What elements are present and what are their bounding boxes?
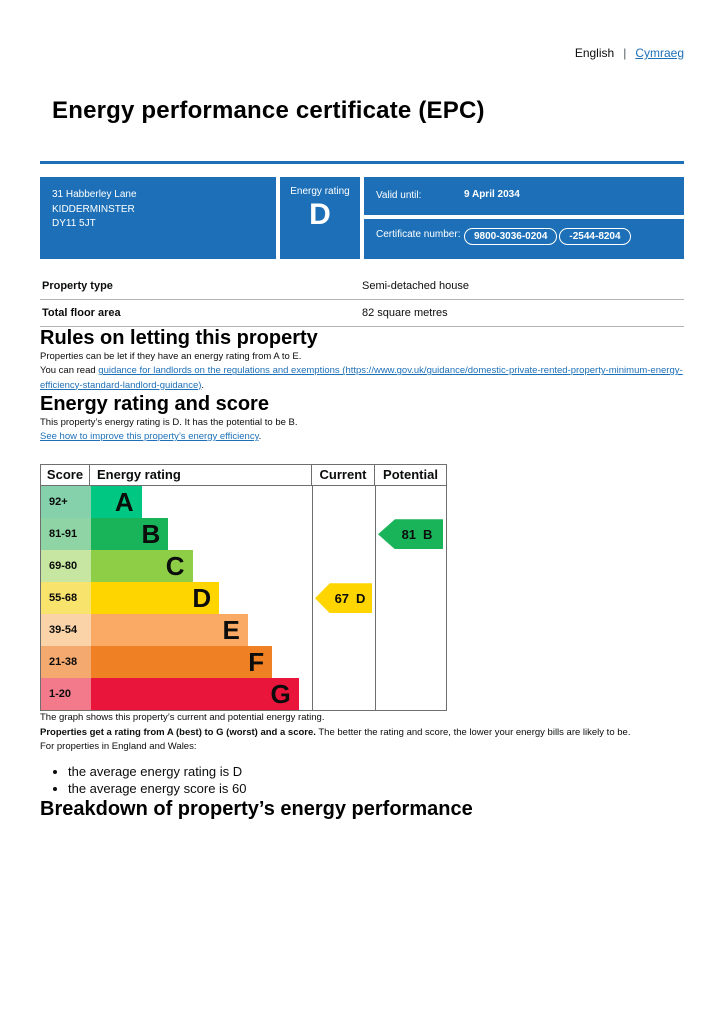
rules-paragraph-2: You can read guidance for landlords on t… [40,364,684,393]
blue-divider [40,161,684,164]
epc-bar-area: B [90,518,312,551]
list-item-average-score: the average energy score is 60 [68,781,684,796]
graph-header-energy-rating: Energy rating [90,465,312,486]
graph-bands-column: 92+ A 81-91 B 69-80 C 55-68 D 39-54 E 21-38 F 1-20 G [41,486,313,711]
graph-header-score: Score [41,465,90,486]
certificate-number-part-1: 9800-3036-0204 [464,228,558,245]
epc-band-row-f: 21-38 F [41,646,312,679]
epc-band-bar-g: G [90,678,299,711]
energy-rating-label: Energy rating [290,186,350,197]
epc-bar-area: D [90,582,312,615]
certificate-number: 9800-3036-0204 -2544-8204 [464,228,633,259]
epc-score-range-c: 69-80 [41,550,91,583]
epc-band-row-e: 39-54 E [41,614,312,647]
address-line-2: KIDDERMINSTER [52,203,135,215]
property-summary-table: Property type Semi-detached house Total … [40,273,684,327]
current-rating-arrow-letter: D [356,590,366,606]
banner-right-column: Valid until: 9 April 2034 Certificate nu… [364,177,684,259]
graph-note-2-bold: Properties get a rating from A (best) to… [40,726,316,738]
epc-bar-area: E [90,614,312,647]
floor-area-label: Total floor area [42,307,121,319]
page-title: Energy performance certificate (EPC) [52,97,485,124]
energy-rating-heading: Energy rating and score [40,392,269,415]
epc-score-range-a: 92+ [41,486,91,519]
certificate-number-part-2: -2544-8204 [559,228,631,245]
epc-band-bar-a: A [90,486,142,519]
graph-header-row: Score Energy rating Current Potential [41,465,446,487]
epc-score-range-d: 55-68 [41,582,91,615]
epc-score-range-e: 39-54 [41,614,91,647]
table-row-floor-area: Total floor area 82 square metres [40,300,684,327]
epc-band-bar-b: B [90,518,169,551]
epc-score-range-f: 21-38 [41,646,91,679]
epc-band-row-b: 81-91 B [41,518,312,551]
list-item-average-rating: the average energy rating is D [68,764,684,779]
average-rating-list: the average energy rating is D the avera… [40,764,684,796]
breakdown-heading: Breakdown of property’s energy performan… [40,798,473,820]
rules-p2-prefix: You can read [40,365,99,377]
rules-heading: Rules on letting this property [40,327,318,349]
epc-score-range-b: 81-91 [41,518,91,551]
rating-summary-text: This property’s energy rating is D. It h… [40,416,298,428]
improve-efficiency-link[interactable]: See how to improve this property’s energ… [40,431,259,442]
address-line-1: 31 Habberley Lane [52,189,137,200]
epc-score-range-g: 1-20 [41,678,91,711]
graph-header-current: Current [312,465,375,486]
valid-until-label: Valid until: [376,190,422,201]
graph-note-3: For properties in England and Wales: [40,740,197,752]
language-separator: | [623,46,627,60]
graph-body: 92+ A 81-91 B 69-80 C 55-68 D 39-54 E 21-38 F 1-20 G … [41,486,446,711]
graph-header-potential: Potential [383,467,438,483]
language-link-cymraeg[interactable]: Cymraeg [635,46,684,60]
current-rating-arrow: 67 D [315,583,372,614]
epc-band-row-a: 92+ A [41,486,312,519]
energy-rating-graph: Score Energy rating Current Potential 92… [40,464,447,712]
certificate-number-box: Certificate number: 9800-3036-0204 -2544-… [364,219,684,259]
epc-bar-area: G [90,678,312,711]
epc-band-row-c: 69-80 C [41,550,312,583]
epc-band-bar-c: C [90,550,193,583]
epc-band-row-g: 1-20 G [41,678,312,711]
certificate-banner: 31 Habberley Lane KIDDERMINSTER DY11 5JT… [40,177,684,259]
epc-band-bar-f: F [90,646,273,679]
current-rating-arrow-score: 67 [334,590,350,606]
epc-bar-area: F [90,646,312,679]
graph-note-1: The graph shows this property’s current … [40,712,325,724]
property-address: 31 Habberley Lane KIDDERMINSTER DY11 5JT [40,177,276,259]
potential-rating-arrow: 81 B [378,519,443,550]
language-current: English [574,46,615,60]
property-type-label: Property type [42,280,113,292]
epc-band-row-d: 55-68 D [41,582,312,615]
graph-note-2-rest: The better the rating and score, the low… [315,726,631,738]
graph-note-2: Properties get a rating from A (best) to… [40,726,684,740]
energy-rating-value: D [309,198,331,231]
floor-area-value: 82 square metres [362,307,448,319]
graph-current-column: 67 D [313,486,376,711]
improve-link-paragraph: See how to improve this property’s energ… [40,430,684,444]
epc-band-bar-d: D [90,582,220,615]
valid-until-value: 9 April 2034 [464,189,520,200]
improve-link-suffix: . [258,431,262,442]
epc-bar-area: A [90,486,312,519]
certificate-number-label: Certificate number: [376,229,461,240]
rules-p2-suffix: . [201,379,205,391]
landlord-guidance-link[interactable]: guidance for landlords on the regulation… [40,365,683,391]
potential-rating-arrow-score: 81 [401,526,417,542]
energy-rating-box: Energy rating D [280,177,360,259]
valid-until-box: Valid until: 9 April 2034 [364,177,684,215]
rules-paragraph-1: Properties can be let if they have an en… [40,351,302,362]
potential-rating-arrow-letter: B [423,526,433,542]
property-type-value: Semi-detached house [362,280,470,292]
address-line-3: DY11 5JT [52,218,96,229]
epc-band-bar-e: E [90,614,248,647]
graph-potential-column: 81 B [376,486,446,710]
page-container: English | Cymraeg Energy performance certi… [0,0,724,821]
language-switcher: English | Cymraeg [40,0,684,60]
epc-bar-area: C [90,550,312,583]
table-row-property-type: Property type Semi-detached house [40,273,684,300]
